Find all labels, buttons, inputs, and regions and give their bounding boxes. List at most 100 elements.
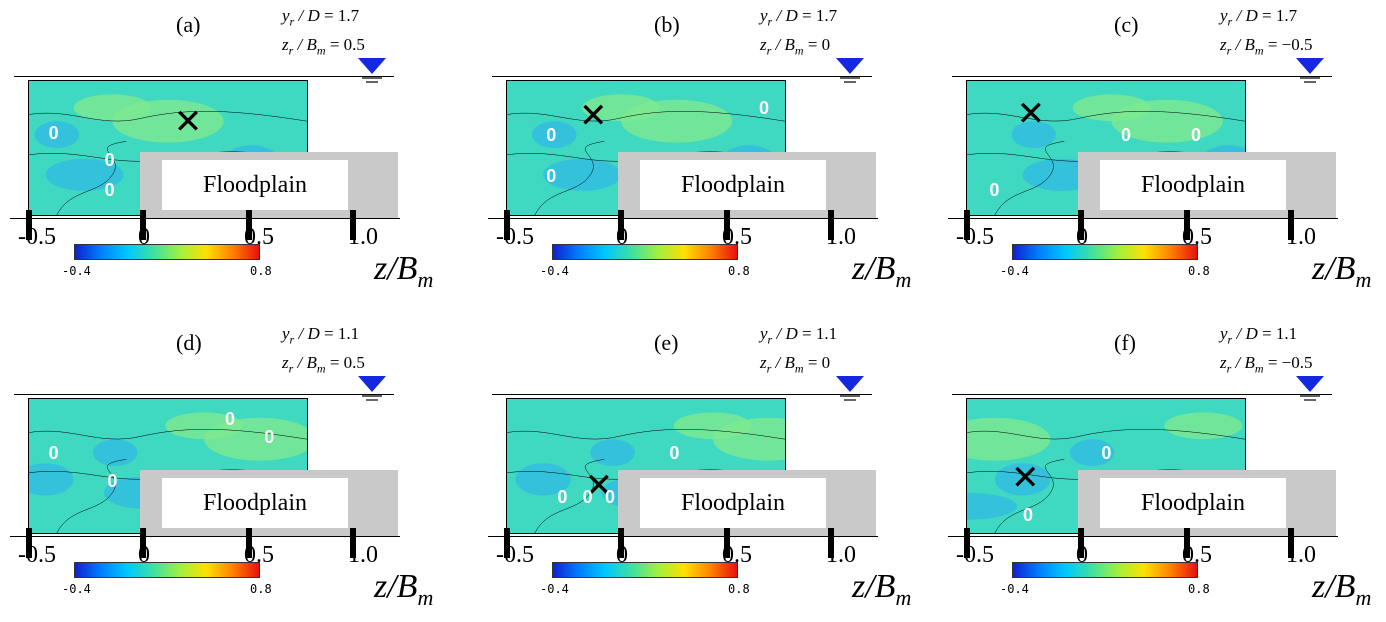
axis-tick-label: 0 [138,224,150,250]
axis-tick-label: 1.0 [1286,224,1316,250]
panel-label: (e) [654,330,679,355]
yr-over-D-value: 1.1 [337,324,360,343]
axis-tick [26,210,32,240]
axis-tick-label: -0.5 [956,542,994,568]
axis-tick-label: 1.0 [348,542,378,568]
water-surface-line [952,394,1332,395]
axis-label-z-over-Bm: z/Bm [1312,250,1372,292]
axis-tick [246,210,252,240]
panel-label: (d) [176,330,202,355]
contour-zero-label: 0 [759,98,770,119]
floodplain-label: Floodplain [162,160,348,210]
axis-tick [1288,210,1294,240]
yr-over-D: yr / D = 1.1 [1220,324,1298,347]
yr-over-D: yr / D = 1.1 [282,324,360,347]
panel-c: (c) yr / D = 1.7 zr / Bm = −0.5 ✕ 0 0 0 Floodpl… [938,0,1386,300]
flow-parameters: yr / D = 1.7 zr / Bm = −0.5 [1220,4,1313,63]
axis-tick-label: 0 [1076,542,1088,568]
axis-tick-label: -0.5 [496,542,534,568]
axis-label-z-over-Bm: z/Bm [1312,568,1372,610]
axis-tick-label: 1.0 [1286,542,1316,568]
colorbar-max-label: 0.8 [728,582,750,596]
floodplain-label: Floodplain [1100,160,1286,210]
channel-bed-line [948,536,1338,537]
yr-over-D-value: 1.1 [1275,324,1298,343]
axis-tick [964,528,970,558]
water-surface-line [14,76,394,77]
axis-tick [246,528,252,558]
cross-marker-icon: ✕ [1016,93,1046,134]
panel-a: (a) yr / D = 1.7 zr / Bm = 0.5 ✕ 0 0 0 Floodpla… [0,0,460,300]
water-surface-line [952,76,1332,77]
zr-over-Bm: zr / Bm = 0.5 [282,35,365,58]
contour-zero-label: 0 [104,149,115,170]
zr-over-Bm-value: −0.5 [1281,353,1313,373]
contour-zero-label: 0 [1023,504,1034,525]
axis-tick [26,528,32,558]
channel-bed-line [488,536,878,537]
zr-over-Bm-value: 0.5 [343,35,365,55]
flow-parameters: yr / D = 1.1 zr / Bm = 0 [760,322,837,381]
channel-bed-line [10,536,400,537]
panel-e: (e) yr / D = 1.1 zr / Bm = 0 ✕ 0 0 0 0 Floodplai… [478,318,938,618]
zr-over-Bm-value: 0 [821,35,831,55]
axis-tick [350,210,356,240]
colorbar-max-label: 0.8 [728,264,750,278]
yr-over-D: yr / D = 1.7 [1220,6,1298,29]
axis-tick [1184,528,1190,558]
axis-tick [504,210,510,240]
floodplain-label: Floodplain [162,478,348,528]
colorbar-max-label: 0.8 [250,582,272,596]
water-level-icon [356,56,388,86]
contour-zero-label: 0 [605,486,616,507]
axis-tick [618,210,624,240]
flow-parameters: yr / D = 1.1 zr / Bm = −0.5 [1220,322,1313,381]
water-surface-line [492,394,872,395]
channel-bed-line [488,218,878,219]
zr-over-Bm-value: −0.5 [1281,35,1313,55]
contour-zero-label: 0 [107,470,118,491]
floodplain-label: Floodplain [640,478,826,528]
floodplain-label: Floodplain [1100,478,1286,528]
axis-tick [964,210,970,240]
axis-tick [350,528,356,558]
panel-b: (b) yr / D = 1.7 zr / Bm = 0 ✕ 0 0 0 Floodplain… [478,0,938,300]
colorbar [74,244,260,260]
flow-parameters: yr / D = 1.1 zr / Bm = 0.5 [282,322,365,381]
flow-parameters: yr / D = 1.7 zr / Bm = 0.5 [282,4,365,63]
axis-tick-label: -0.5 [18,224,56,250]
cross-marker-icon: ✕ [1011,458,1040,498]
axis-tick-label: -0.5 [18,542,56,568]
axis-tick [1288,528,1294,558]
water-level-icon [1294,56,1326,86]
colorbar-min-label: -0.4 [540,582,569,596]
axis-tick [140,528,146,558]
panel-label: (b) [654,12,680,37]
yr-over-D-value: 1.7 [1275,6,1298,25]
panel-d: (d)yr / D = 1.1zr / Bm = 0.5✕0000Floodpl… [0,318,460,618]
axis-tick [1184,210,1190,240]
colorbar [74,562,260,578]
zr-over-Bm-value: 0.5 [343,353,365,373]
contour-zero-label: 0 [1101,443,1112,464]
panel-label: (c) [1114,12,1139,37]
panel-f: (f) yr / D = 1.1 zr / Bm = −0.5 ✕ 0 0 0 Floodpl… [938,318,1386,618]
water-level-icon [834,56,866,86]
axis-tick-label: 0 [138,542,150,568]
contour-zero-label: 0 [546,166,557,187]
zr-over-Bm: zr / Bm = −0.5 [1220,35,1313,58]
axis-tick-label: 1.0 [826,542,856,568]
yr-over-D-value: 1.7 [337,6,360,25]
panel-label: (f) [1114,330,1136,355]
colorbar [552,562,738,578]
zr-over-Bm: zr / Bm = 0 [760,35,831,58]
colorbar [552,244,738,260]
colorbar-max-label: 0.8 [1188,582,1210,596]
contour-zero-label: 0 [48,122,59,143]
yr-over-D: yr / D = 1.7 [282,6,360,29]
axis-tick [724,210,730,240]
axis-tick [1078,210,1084,240]
water-level-icon [834,374,866,404]
yr-over-D-value: 1.1 [815,324,838,343]
axis-label-z-over-Bm: z/Bm [374,568,434,610]
